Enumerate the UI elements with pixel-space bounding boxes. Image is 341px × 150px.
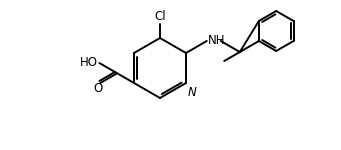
Text: O: O xyxy=(94,82,103,95)
Text: NH: NH xyxy=(208,34,225,48)
Text: N: N xyxy=(188,86,197,99)
Text: Cl: Cl xyxy=(154,10,166,23)
Text: HO: HO xyxy=(79,57,98,69)
